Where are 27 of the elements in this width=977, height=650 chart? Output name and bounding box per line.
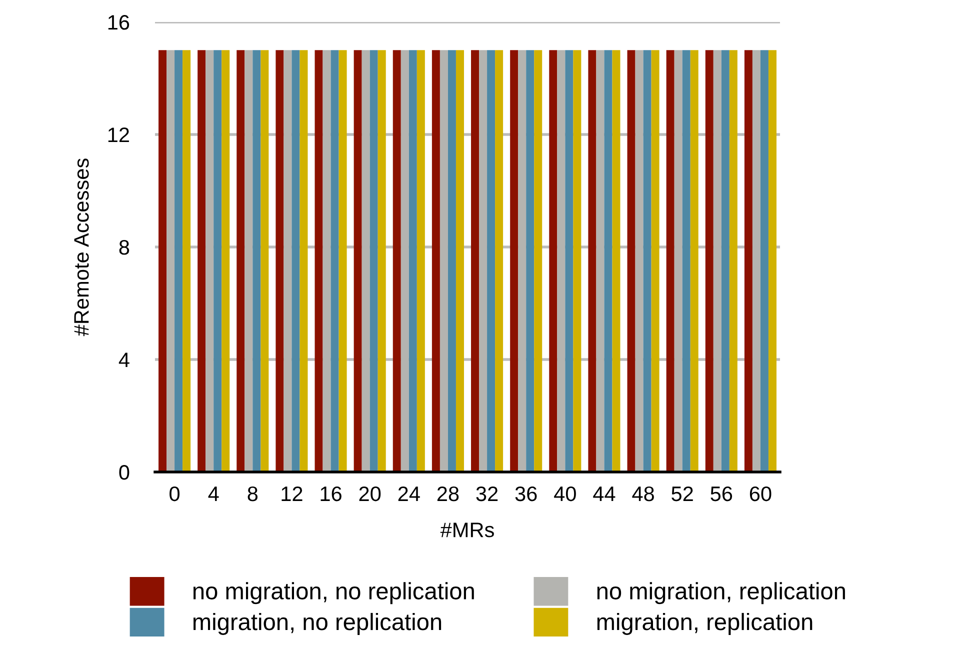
y-tick-label: 4	[118, 352, 130, 368]
x-tick-label: 20	[359, 486, 381, 502]
x-tick-label: 32	[476, 486, 498, 502]
x-tick-label: 24	[398, 486, 420, 501]
x-tick-label: 44	[593, 486, 616, 501]
y-tick-label: 12	[108, 128, 129, 142]
y-tick-label: 0	[119, 465, 130, 480]
x-tick-label: 12	[282, 486, 302, 501]
x-tick-label: 48	[632, 486, 654, 502]
x-tick-label: 8	[248, 486, 258, 502]
x-tick-label: 56	[710, 486, 732, 502]
x-tick-label: 60	[750, 486, 772, 502]
legend-label: migration, replication	[597, 612, 812, 635]
x-tick-label: 4	[208, 486, 219, 501]
x-tick-label: 16	[320, 486, 342, 502]
x-tick-label: 0	[170, 486, 180, 502]
x-tick-label: 28	[437, 486, 459, 502]
x-tick-label: 40	[554, 486, 576, 502]
x-tick-label: 52	[672, 486, 693, 502]
y-tick-label: 16	[108, 15, 130, 30]
x-axis-title: #MRs	[440, 522, 494, 538]
legend-label: no migration, replication	[597, 582, 845, 604]
legend-label: migration, no replication	[193, 612, 442, 635]
y-axis-title: #Remote Accesses	[74, 158, 89, 336]
y-tick-label: 8	[119, 240, 130, 255]
legend-label: no migration, no replication	[193, 582, 474, 604]
x-tick-label: 36	[515, 486, 537, 502]
